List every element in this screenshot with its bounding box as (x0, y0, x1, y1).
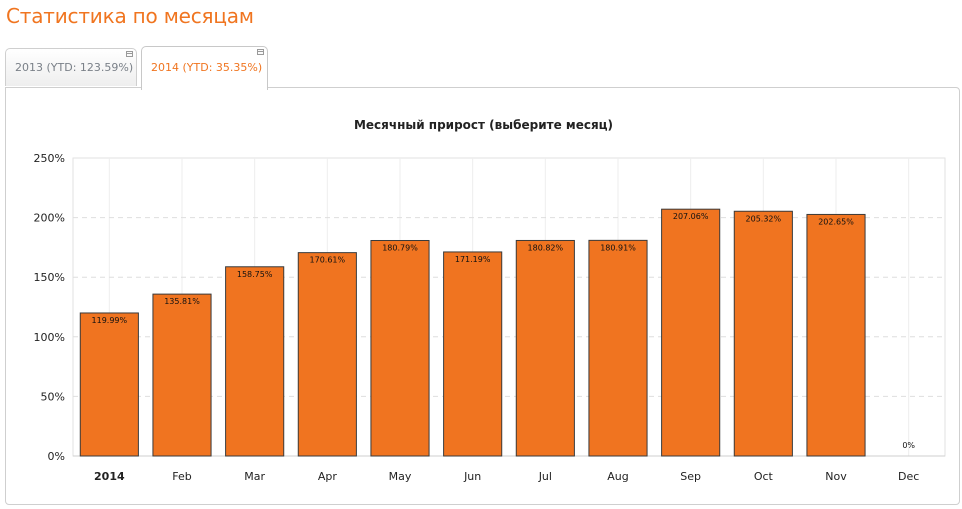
y-tick-label: 250% (34, 152, 65, 165)
chart-panel: Месячный прирост (выберите месяц) 0% 50% 1… (5, 87, 960, 505)
bar-value-label: 0% (902, 441, 915, 450)
y-tick-label: 50% (41, 390, 65, 403)
monthly-growth-chart: 0% 50% 100% 150% 200% 250% 119.99% 2014 135.81% F… (34, 152, 946, 483)
bar-feb[interactable] (152, 293, 212, 457)
y-tick-label: 150% (34, 271, 65, 284)
bar-2014[interactable] (79, 312, 139, 457)
bar-value-label: 158.75% (237, 270, 273, 279)
bar-nov[interactable] (806, 213, 866, 457)
x-tick-label[interactable]: Nov (825, 470, 847, 483)
tab-2013-label: 2013 (YTD: 123.59%) (15, 61, 134, 74)
bar-value-label: 171.19% (455, 255, 491, 264)
x-tick-label[interactable]: Feb (172, 470, 191, 483)
bar-aug[interactable] (588, 239, 648, 457)
plot-area (72, 157, 946, 457)
page-title: Статистика по месяцам (6, 4, 254, 28)
x-tick-label[interactable]: Dec (898, 470, 919, 483)
bar-value-label: 119.99% (92, 316, 128, 325)
bar-value-label: 202.65% (818, 217, 854, 226)
x-tick-label[interactable]: May (389, 470, 412, 483)
bar-value-label: 180.82% (528, 243, 564, 252)
bar-value-label: 180.91% (600, 243, 636, 252)
bar-value-label: 207.06% (673, 212, 709, 221)
x-tick-label[interactable]: Aug (607, 470, 628, 483)
bar-may[interactable] (370, 239, 430, 457)
bar-value-label: 205.32% (746, 214, 782, 223)
tab-2014[interactable]: 2014 (YTD: 35.35%) (141, 46, 268, 90)
chart-title: Месячный прирост (выберите месяц) (353, 118, 614, 132)
x-tick-label[interactable]: Apr (318, 470, 338, 483)
x-tick-label[interactable]: Oct (754, 470, 774, 483)
bar-apr[interactable] (297, 252, 357, 457)
x-tick-label[interactable]: Jun (463, 470, 481, 483)
bar-oct[interactable] (733, 210, 793, 457)
x-tick-label[interactable]: 2014 (94, 470, 125, 483)
bar-value-label: 170.61% (310, 256, 346, 265)
y-tick-label: 0% (48, 450, 65, 463)
bar-jun[interactable] (443, 251, 503, 457)
tab-minimize-icon[interactable] (257, 49, 264, 55)
y-tick-label: 100% (34, 331, 65, 344)
bar-value-label: 180.79% (382, 243, 418, 252)
x-tick-label[interactable]: Sep (680, 470, 701, 483)
bar-mar[interactable] (225, 266, 285, 457)
bar-jul[interactable] (515, 239, 575, 457)
y-tick-label: 200% (34, 212, 65, 225)
tab-2013[interactable]: 2013 (YTD: 123.59%) (5, 48, 137, 86)
tab-minimize-icon[interactable] (126, 51, 133, 57)
bar-sep[interactable] (661, 208, 721, 457)
bar-value-label: 135.81% (164, 297, 200, 306)
x-tick-label[interactable]: Jul (538, 470, 552, 483)
x-tick-label[interactable]: Mar (244, 470, 265, 483)
tab-2014-label: 2014 (YTD: 35.35%) (151, 61, 263, 74)
